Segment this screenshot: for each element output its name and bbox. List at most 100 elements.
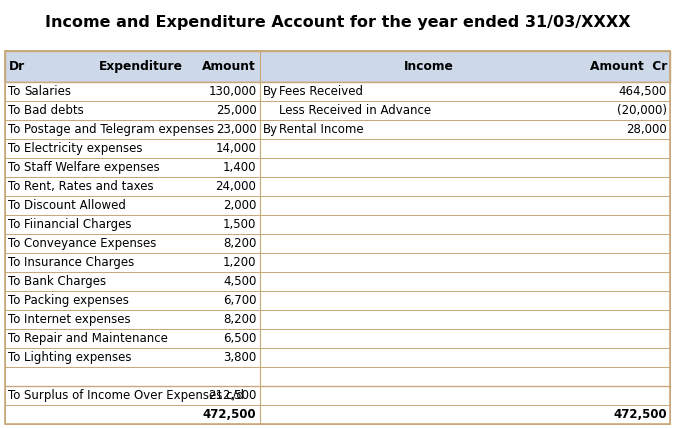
Text: 1,400: 1,400 — [223, 161, 256, 174]
Text: Bad debts: Bad debts — [24, 104, 84, 117]
Text: To: To — [8, 237, 20, 250]
Text: To: To — [8, 199, 20, 212]
Text: 6,700: 6,700 — [223, 294, 256, 307]
Bar — [260, 405, 670, 424]
Text: To: To — [8, 180, 20, 193]
Bar — [5, 101, 260, 120]
Bar — [5, 367, 260, 386]
Text: Conveyance Expenses: Conveyance Expenses — [24, 237, 157, 250]
Text: Rent, Rates and taxes: Rent, Rates and taxes — [24, 180, 154, 193]
Text: Fiinancial Charges: Fiinancial Charges — [24, 218, 132, 231]
Text: Postage and Telegram expenses: Postage and Telegram expenses — [24, 123, 215, 136]
Text: Repair and Maintenance: Repair and Maintenance — [24, 332, 168, 345]
Bar — [5, 329, 260, 348]
Bar — [260, 386, 670, 405]
Bar — [5, 120, 260, 139]
Text: Bank Charges: Bank Charges — [24, 275, 107, 288]
Text: To: To — [8, 123, 20, 136]
Bar — [5, 386, 260, 405]
Bar — [260, 329, 670, 348]
Bar — [5, 177, 260, 196]
Text: 8,200: 8,200 — [223, 237, 256, 250]
Bar — [5, 405, 260, 424]
Text: Rental Income: Rental Income — [279, 123, 363, 136]
Text: Less Received in Advance: Less Received in Advance — [279, 104, 431, 117]
Text: To: To — [8, 161, 20, 174]
Text: Expenditure: Expenditure — [99, 60, 183, 73]
Text: 4,500: 4,500 — [223, 275, 256, 288]
Text: 25,000: 25,000 — [216, 104, 256, 117]
Bar — [5, 82, 260, 101]
Text: Packing expenses: Packing expenses — [24, 294, 129, 307]
Bar — [5, 51, 670, 82]
Text: 464,500: 464,500 — [618, 85, 667, 98]
Text: To: To — [8, 85, 20, 98]
Text: To: To — [8, 256, 20, 269]
Bar — [260, 196, 670, 215]
Bar — [5, 158, 260, 177]
Text: Lighting expenses: Lighting expenses — [24, 351, 132, 364]
Bar — [260, 177, 670, 196]
Text: To: To — [8, 104, 20, 117]
Text: 6,500: 6,500 — [223, 332, 256, 345]
Text: 2,000: 2,000 — [223, 199, 256, 212]
Text: Staff Welfare expenses: Staff Welfare expenses — [24, 161, 160, 174]
Text: (20,000): (20,000) — [617, 104, 667, 117]
Text: Amount: Amount — [202, 60, 256, 73]
Bar — [5, 291, 260, 310]
Bar — [5, 51, 670, 424]
Bar — [260, 310, 670, 329]
Bar — [260, 234, 670, 253]
Text: 8,200: 8,200 — [223, 313, 256, 326]
Bar — [5, 215, 260, 234]
Text: 24,000: 24,000 — [215, 180, 256, 193]
Bar — [5, 310, 260, 329]
Text: 1,500: 1,500 — [223, 218, 256, 231]
Bar — [260, 272, 670, 291]
Bar — [5, 234, 260, 253]
Text: Dr: Dr — [9, 60, 25, 73]
Bar — [260, 82, 670, 101]
Text: To: To — [8, 275, 20, 288]
Text: Income: Income — [404, 60, 454, 73]
Bar — [5, 139, 260, 158]
Text: Electricity expenses: Electricity expenses — [24, 142, 143, 155]
Text: To: To — [8, 351, 20, 364]
Text: To: To — [8, 218, 20, 231]
Text: To: To — [8, 332, 20, 345]
Text: Internet expenses: Internet expenses — [24, 313, 131, 326]
Text: 28,000: 28,000 — [626, 123, 667, 136]
Text: 212,500: 212,500 — [208, 389, 256, 402]
Text: Surplus of Income Over Expenses c/d: Surplus of Income Over Expenses c/d — [24, 389, 244, 402]
Text: Salaries: Salaries — [24, 85, 72, 98]
Bar — [260, 158, 670, 177]
Text: 14,000: 14,000 — [215, 142, 256, 155]
Bar — [260, 120, 670, 139]
Bar — [260, 253, 670, 272]
Text: By: By — [263, 85, 277, 98]
Bar — [5, 253, 260, 272]
Bar — [260, 348, 670, 367]
Bar — [260, 139, 670, 158]
Text: To: To — [8, 389, 20, 402]
Bar — [260, 291, 670, 310]
Text: Insurance Charges: Insurance Charges — [24, 256, 134, 269]
Bar — [5, 196, 260, 215]
Text: 1,200: 1,200 — [223, 256, 256, 269]
Text: Fees Received: Fees Received — [279, 85, 362, 98]
Text: 23,000: 23,000 — [216, 123, 256, 136]
Bar — [260, 367, 670, 386]
Bar — [5, 272, 260, 291]
Text: 472,500: 472,500 — [203, 408, 256, 421]
Text: 130,000: 130,000 — [209, 85, 256, 98]
Text: 3,800: 3,800 — [223, 351, 256, 364]
Text: Amount  Cr: Amount Cr — [589, 60, 667, 73]
Bar — [260, 215, 670, 234]
Text: To: To — [8, 294, 20, 307]
Bar — [260, 101, 670, 120]
Text: Discount Allowed: Discount Allowed — [24, 199, 126, 212]
Bar — [5, 348, 260, 367]
Text: 472,500: 472,500 — [614, 408, 667, 421]
Text: To: To — [8, 142, 20, 155]
Text: Income and Expenditure Account for the year ended 31/03/XXXX: Income and Expenditure Account for the y… — [45, 15, 630, 30]
